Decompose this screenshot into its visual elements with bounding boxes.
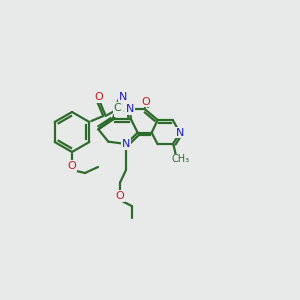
Text: C: C: [114, 103, 122, 113]
Text: N: N: [122, 139, 130, 149]
Text: CH₃: CH₃: [172, 154, 190, 164]
Text: N: N: [126, 104, 134, 114]
Text: N: N: [114, 106, 122, 116]
Text: O: O: [94, 92, 103, 102]
Text: O: O: [68, 161, 76, 171]
Text: N: N: [176, 128, 184, 138]
Text: O: O: [116, 191, 124, 201]
Text: N: N: [118, 92, 127, 102]
Text: O: O: [142, 97, 150, 107]
